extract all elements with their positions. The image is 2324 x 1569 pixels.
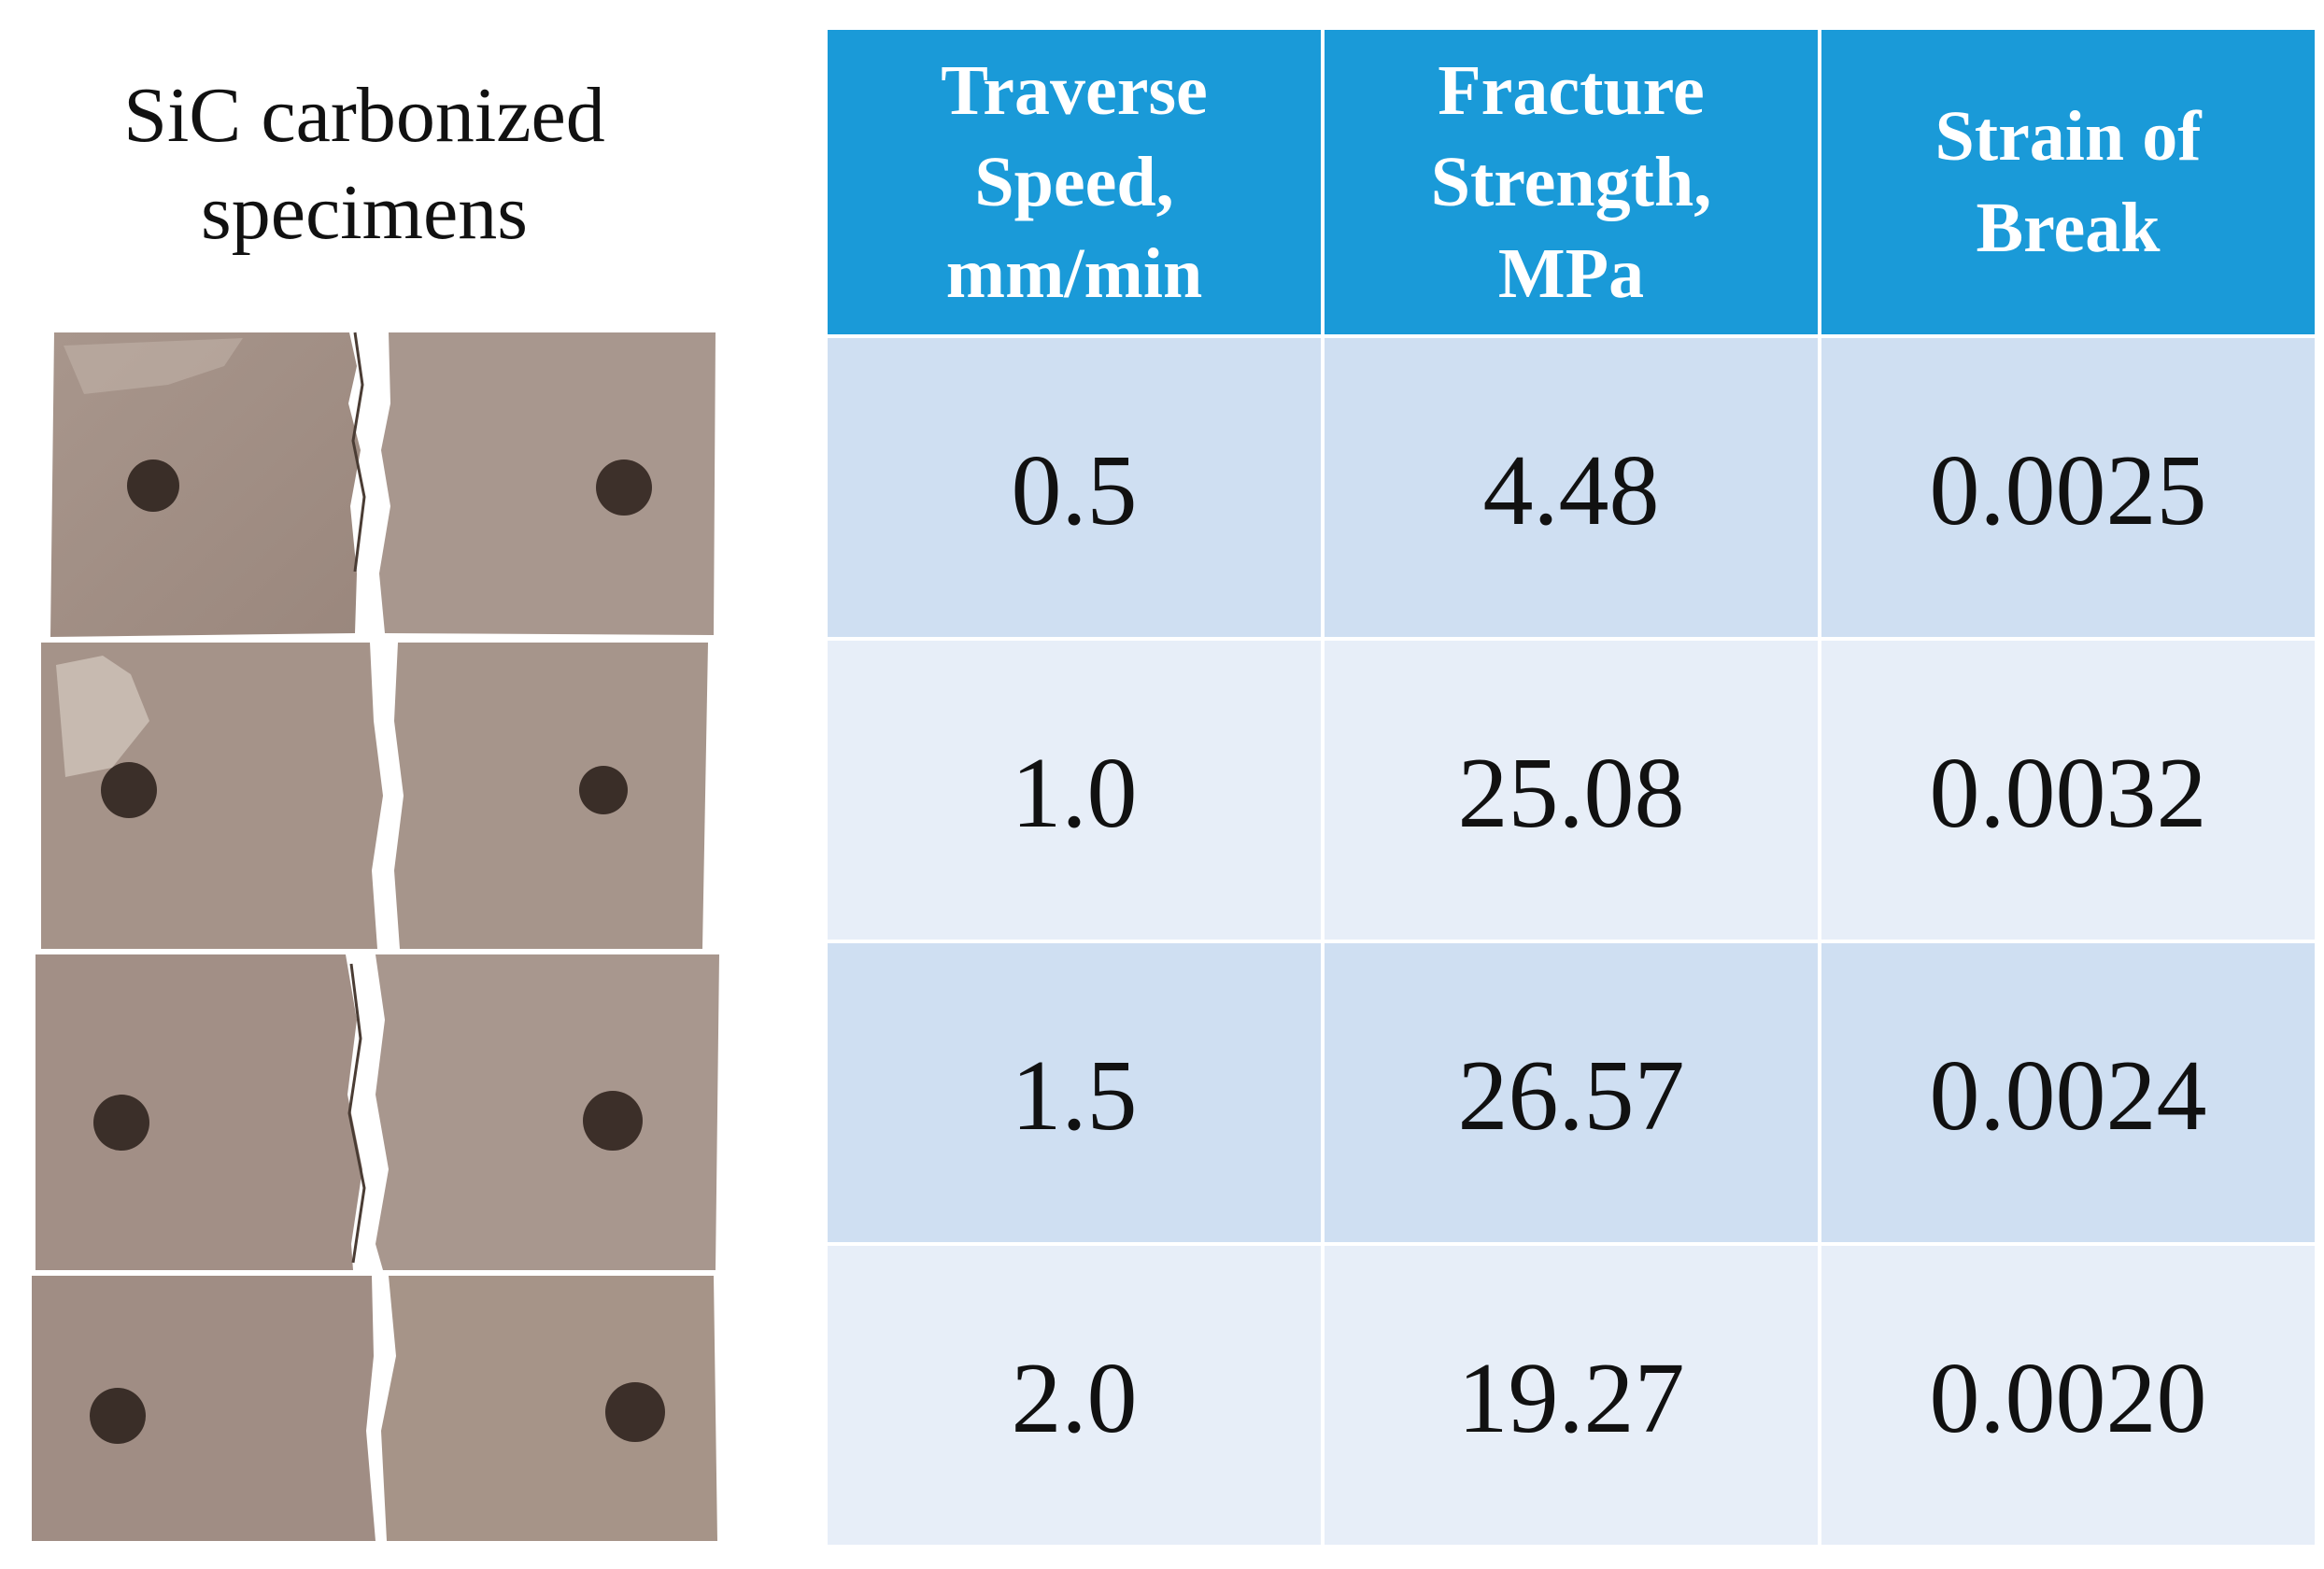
table-header-row: Traverse Speed, mm/min Fracture Strength… <box>828 30 2315 334</box>
table-row: 0.5 4.48 0.0025 <box>828 338 2315 637</box>
cell-speed: 1.0 <box>828 641 1321 940</box>
figure-caption: SiC carbonized specimens <box>37 67 691 262</box>
cell-speed: 1.5 <box>828 943 1321 1242</box>
cell-strength: 19.27 <box>1325 1246 1818 1545</box>
specimen-2 <box>41 643 708 949</box>
cell-speed: 0.5 <box>828 338 1321 637</box>
header-strain-of-break: Strain of Break <box>1821 30 2315 334</box>
table-row: 1.5 26.57 0.0024 <box>828 943 2315 1242</box>
specimens-photo <box>32 332 719 1541</box>
table-row: 1.0 25.08 0.0032 <box>828 641 2315 940</box>
header-traverse-speed: Traverse Speed, mm/min <box>828 30 1321 334</box>
specimen-3 <box>35 954 719 1270</box>
header-fracture-strength: Fracture Strength, MPa <box>1325 30 1818 334</box>
cell-speed: 2.0 <box>828 1246 1321 1545</box>
cell-strain: 0.0032 <box>1821 641 2315 940</box>
specimen-4 <box>32 1276 717 1541</box>
cell-strength: 4.48 <box>1325 338 1818 637</box>
cell-strain: 0.0025 <box>1821 338 2315 637</box>
caption-line-2: specimens <box>201 169 528 256</box>
cell-strength: 26.57 <box>1325 943 1818 1242</box>
table-row: 2.0 19.27 0.0020 <box>828 1246 2315 1545</box>
specimen-1 <box>50 332 716 637</box>
results-table: Traverse Speed, mm/min Fracture Strength… <box>824 26 2318 1548</box>
cell-strain: 0.0024 <box>1821 943 2315 1242</box>
cell-strain: 0.0020 <box>1821 1246 2315 1545</box>
cell-strength: 25.08 <box>1325 641 1818 940</box>
caption-line-1: SiC carbonized <box>123 72 605 159</box>
